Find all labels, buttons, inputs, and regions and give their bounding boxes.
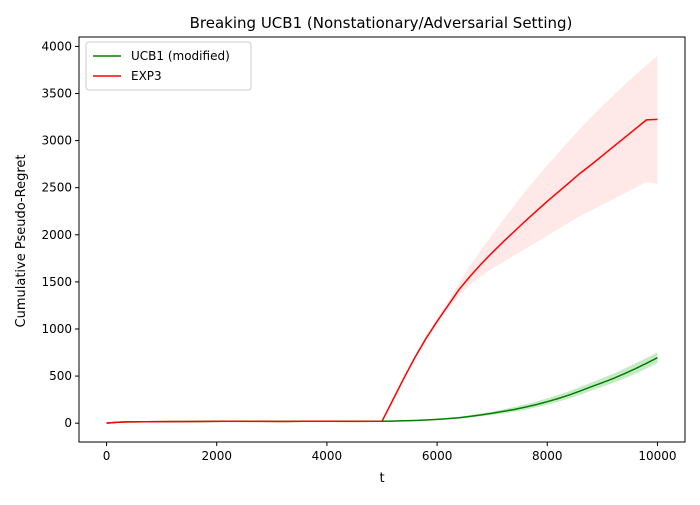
series-lines xyxy=(106,118,658,424)
y-tick-label: 3000 xyxy=(41,134,72,148)
y-tick-label: 1500 xyxy=(41,275,72,289)
y-tick-label: 500 xyxy=(49,369,72,383)
y-tick-label: 3500 xyxy=(41,87,72,101)
x-tick-label: 0 xyxy=(103,449,111,463)
x-tick-label: 8000 xyxy=(532,449,563,463)
legend-label-exp3: EXP3 xyxy=(131,69,162,83)
legend: UCB1 (modified) EXP3 xyxy=(85,41,252,91)
x-tick-label: 4000 xyxy=(312,449,343,463)
series-line-exp3 xyxy=(106,118,658,424)
x-tick-label: 10000 xyxy=(638,449,676,463)
legend-box xyxy=(85,41,252,91)
y-tick-label: 1000 xyxy=(41,322,72,336)
y-tick-label: 2000 xyxy=(41,228,72,242)
x-tick-label: 2000 xyxy=(201,449,232,463)
y-axis-ticks: 0 500 1000 1500 2000 2500 3000 3500 4000 xyxy=(41,39,79,430)
y-tick-label: 4000 xyxy=(41,39,72,53)
y-tick-label: 2500 xyxy=(41,181,72,195)
x-tick-label: 6000 xyxy=(422,449,453,463)
x-axis-ticks: 0 2000 4000 6000 8000 10000 xyxy=(103,442,677,463)
y-axis-label: Cumulative Pseudo-Regret xyxy=(14,155,29,328)
plot-frame xyxy=(78,36,686,443)
y-tick-label: 0 xyxy=(64,416,72,430)
chart-title: Breaking UCB1 (Nonstationary/Adversarial… xyxy=(190,14,573,32)
x-axis-label: t xyxy=(379,471,384,486)
legend-label-ucb1: UCB1 (modified) xyxy=(131,49,230,63)
